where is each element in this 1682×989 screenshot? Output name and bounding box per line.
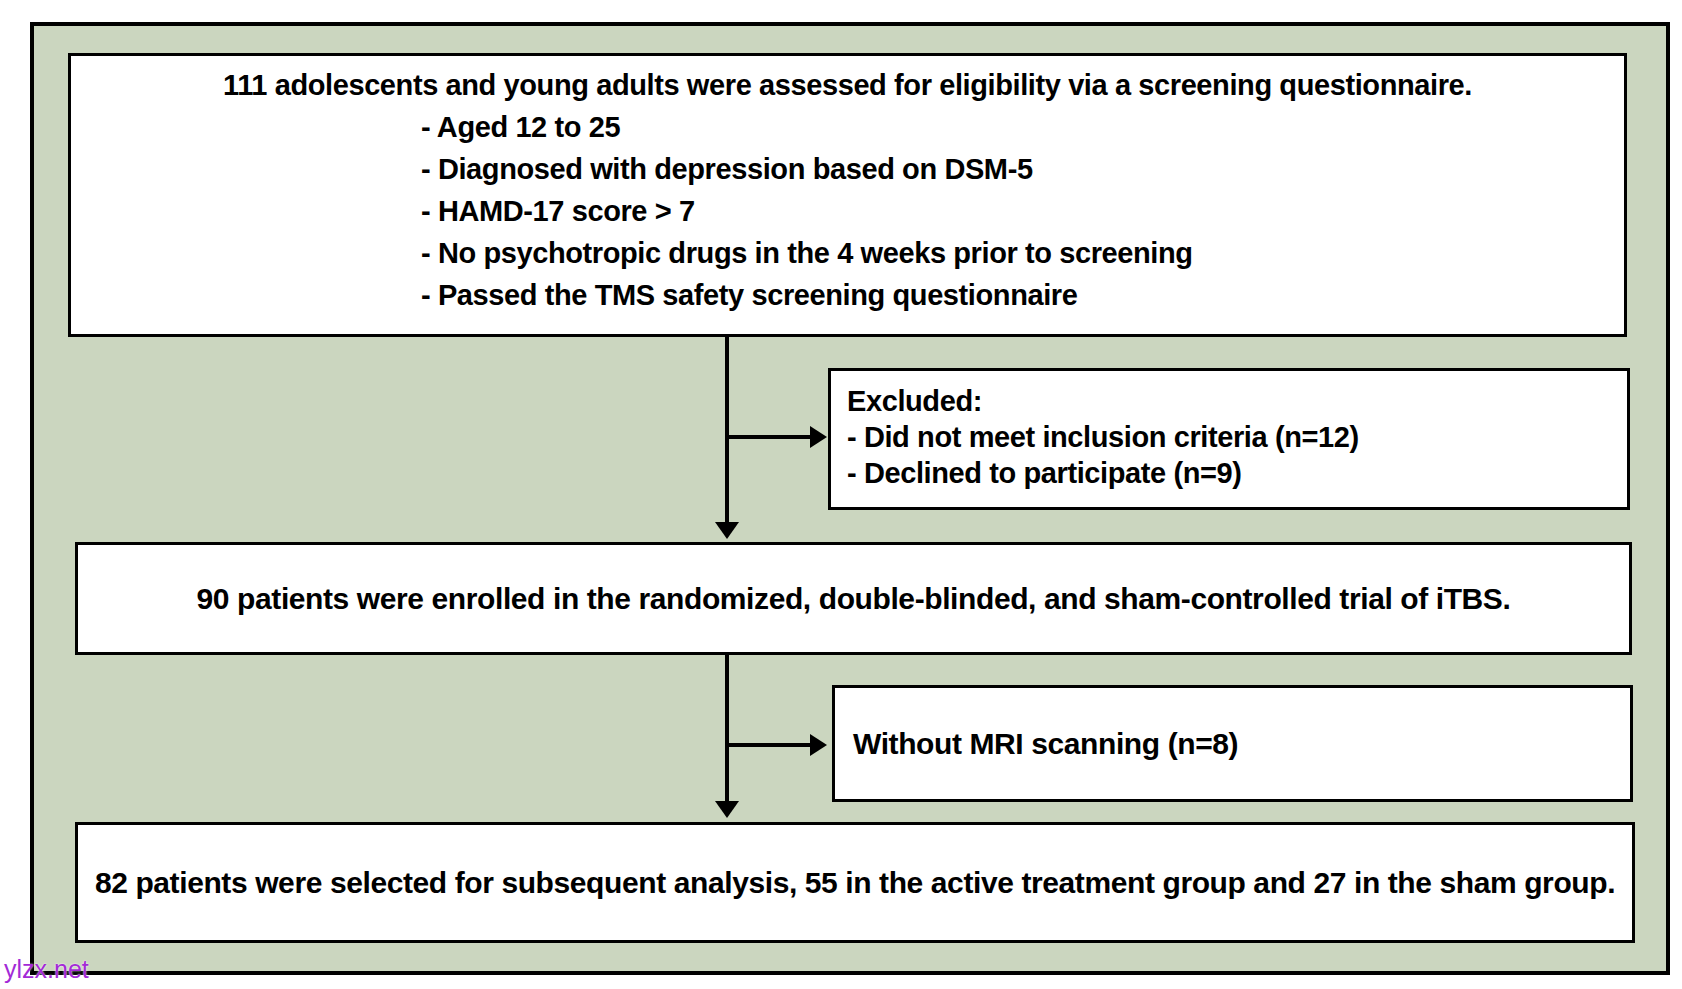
analysis-box: 82 patients were selected for subsequent… xyxy=(75,822,1635,943)
arrow-to-excluded-head xyxy=(810,426,827,448)
excluded-item-inclusion: - Did not meet inclusion criteria (n=12) xyxy=(847,419,1611,455)
enrolled-box: 90 patients were enrolled in the randomi… xyxy=(75,542,1632,655)
excluded-box: Excluded: - Did not meet inclusion crite… xyxy=(828,368,1630,510)
arrow-eligibility-to-enrolled-line xyxy=(725,337,729,523)
analysis-text: 82 patients were selected for subsequent… xyxy=(95,864,1615,902)
criteria-item-drugs: - No psychotropic drugs in the 4 weeks p… xyxy=(91,232,1604,274)
arrow-enrolled-to-analysis-line xyxy=(725,655,729,803)
flow-diagram-canvas: 111 adolescents and young adults were as… xyxy=(0,0,1682,989)
watermark: ylzx.net xyxy=(4,955,89,984)
without-mri-box: Without MRI scanning (n=8) xyxy=(832,685,1633,802)
eligibility-box: 111 adolescents and young adults were as… xyxy=(68,53,1627,337)
excluded-title: Excluded: xyxy=(847,383,1611,419)
excluded-item-declined: - Declined to participate (n=9) xyxy=(847,455,1611,491)
criteria-item-aged: - Aged 12 to 25 xyxy=(91,106,1604,148)
arrow-enrolled-to-analysis-head xyxy=(715,801,739,818)
arrow-to-without-mri-head xyxy=(810,734,827,756)
arrow-eligibility-to-enrolled-head xyxy=(715,522,739,539)
eligibility-title: 111 adolescents and young adults were as… xyxy=(91,64,1604,106)
criteria-item-hamd: - HAMD-17 score > 7 xyxy=(91,190,1604,232)
without-mri-text: Without MRI scanning (n=8) xyxy=(853,725,1238,763)
arrow-to-excluded-line xyxy=(727,435,812,439)
criteria-item-diagnosis: - Diagnosed with depression based on DSM… xyxy=(91,148,1604,190)
criteria-item-tms-safety: - Passed the TMS safety screening questi… xyxy=(91,274,1604,316)
enrolled-text: 90 patients were enrolled in the randomi… xyxy=(197,580,1511,618)
arrow-to-without-mri-line xyxy=(727,743,812,747)
